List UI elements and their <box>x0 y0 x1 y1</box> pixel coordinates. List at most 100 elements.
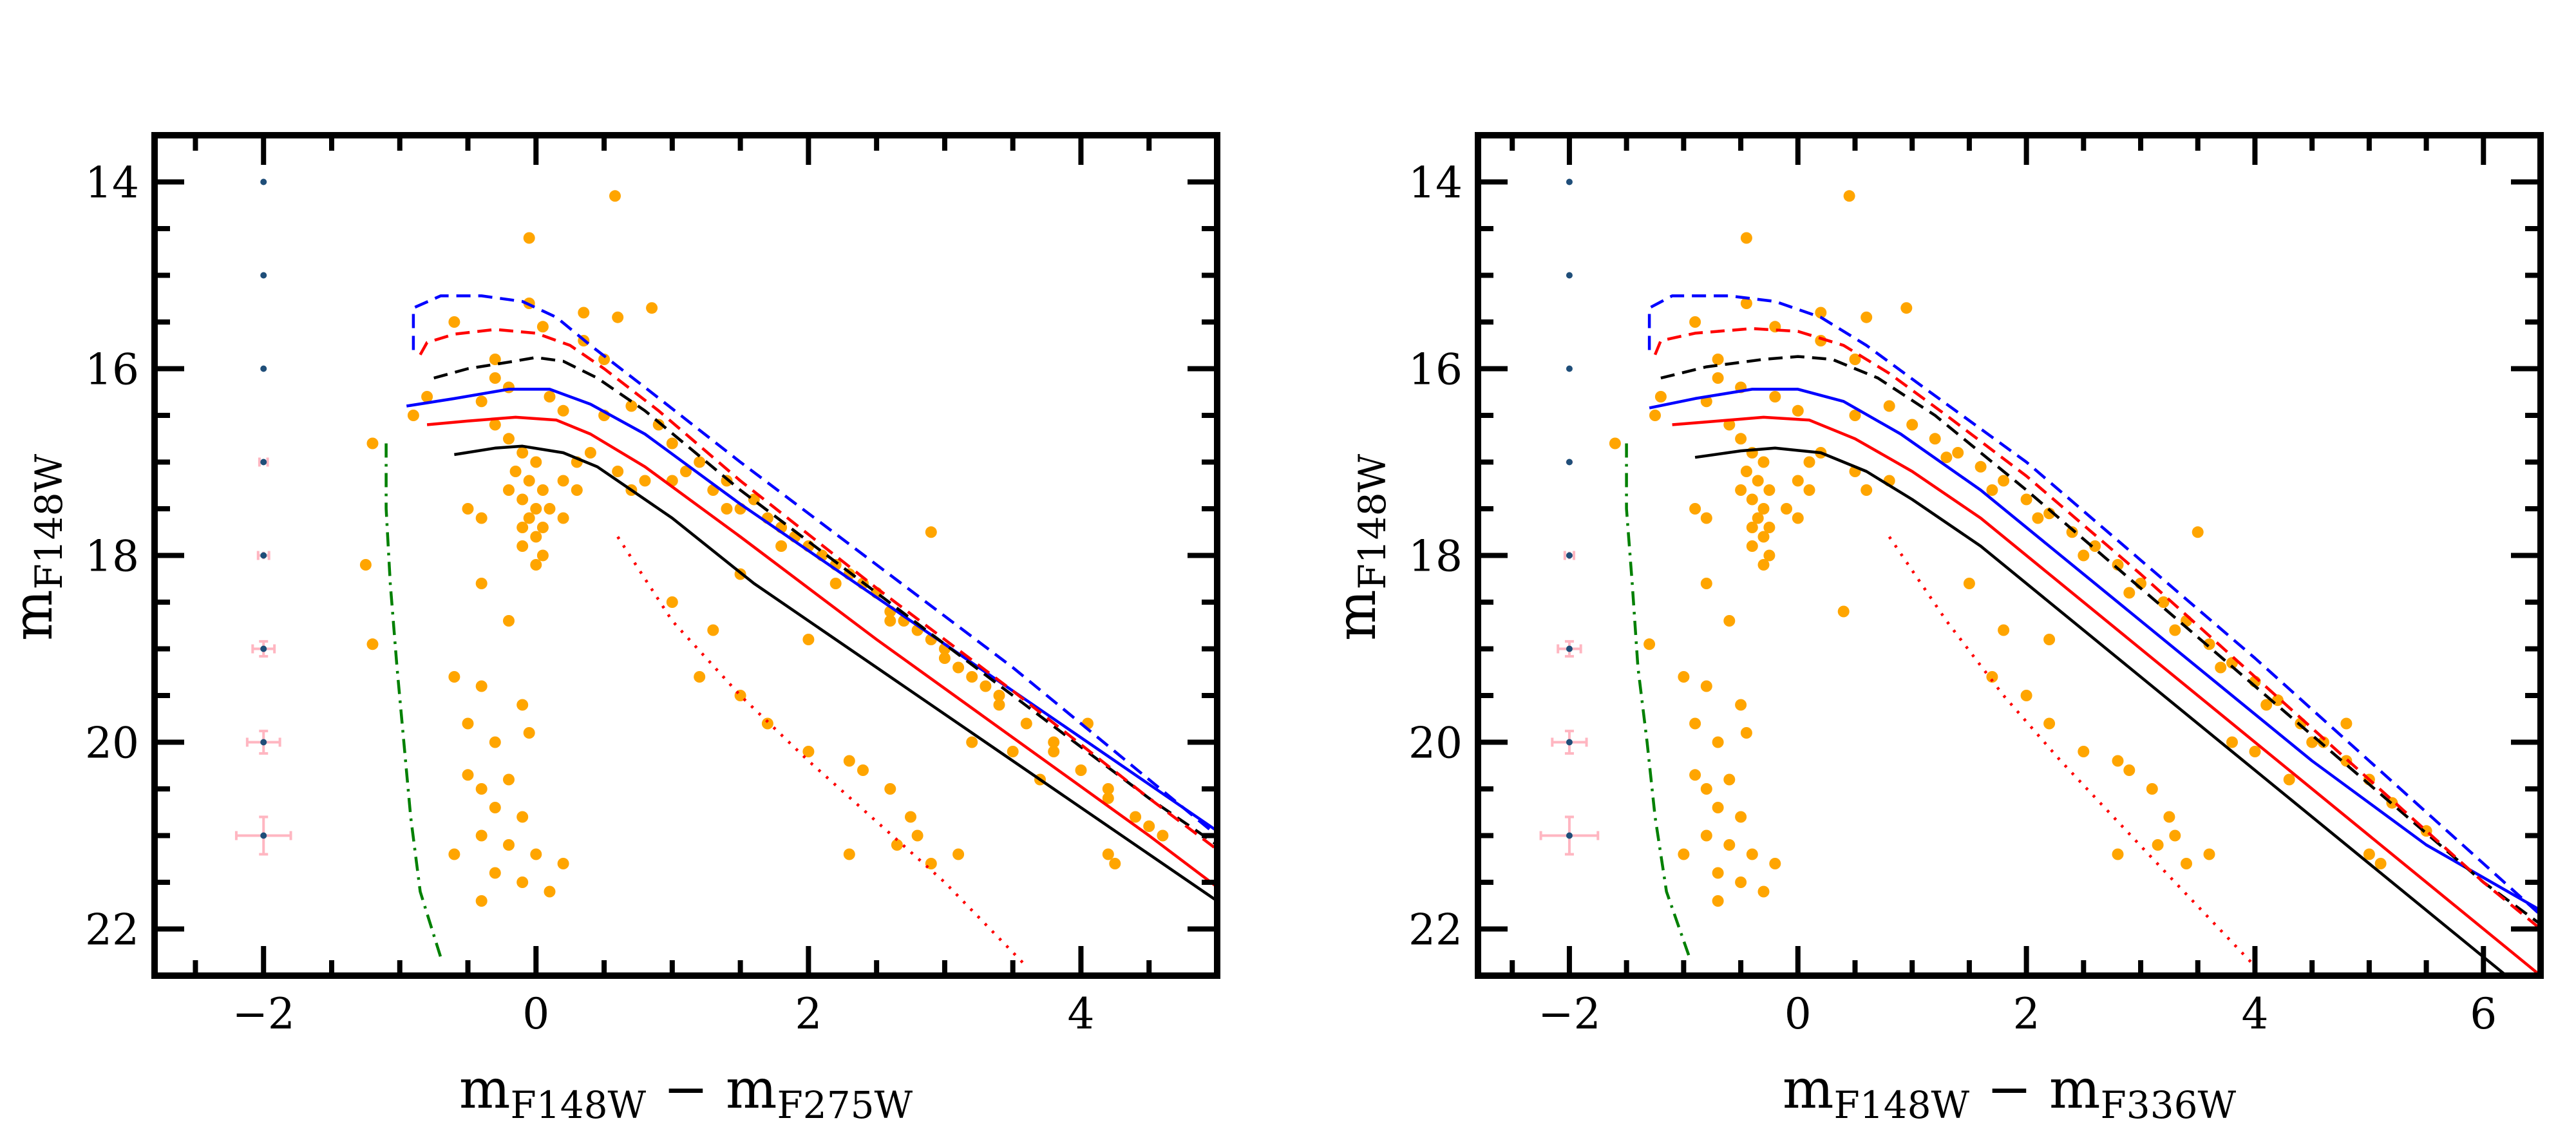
right-errorbar-center <box>1566 739 1573 746</box>
right-star-point <box>1986 484 1998 496</box>
right-star-point <box>2020 493 2032 506</box>
right-star-point <box>1769 391 1781 402</box>
left-star-point <box>612 311 624 323</box>
left-star-point <box>993 699 1005 711</box>
left-star-point <box>366 437 379 450</box>
right-star-point <box>1986 671 1998 683</box>
right-star-point <box>1929 433 1941 445</box>
left-star-point <box>584 447 596 459</box>
left-star-point <box>652 419 665 431</box>
left-curve-track-dashed-red <box>419 328 1217 851</box>
left-star-point <box>516 876 529 888</box>
right-errorbar-center <box>1566 832 1573 839</box>
right-plot-area <box>1539 178 2541 976</box>
right-star-point <box>2078 549 2090 562</box>
left-star-point <box>1102 848 1114 860</box>
right-star-point <box>1975 460 1987 473</box>
left-star-point <box>475 578 488 589</box>
right-star-point <box>2157 596 2170 608</box>
right-star-point <box>1712 867 1724 879</box>
left-star-point <box>448 316 460 328</box>
right-star-point <box>1689 717 1701 730</box>
right-star-point <box>2112 755 2124 767</box>
right-star-point <box>2226 736 2238 748</box>
left-star-point <box>843 755 855 767</box>
right-star-point <box>1763 522 1776 533</box>
left-star-point <box>829 578 842 589</box>
right-star-point <box>1700 829 1712 842</box>
right-star-point <box>1609 437 1621 450</box>
right-star-point <box>1712 895 1724 907</box>
left-xlabel: mF148W − mF275W <box>459 1057 913 1127</box>
left-star-point <box>489 802 501 813</box>
left-star-point <box>1075 764 1087 776</box>
left-star-point <box>905 811 916 823</box>
right-star-point <box>1803 456 1815 468</box>
right-xtick-label: 6 <box>2470 989 2497 1039</box>
right-xtick-label: 4 <box>2241 989 2268 1039</box>
right-star-point <box>1689 316 1701 328</box>
right-axes-frame <box>1475 132 2544 979</box>
left-errorbar-center <box>260 739 267 746</box>
left-star-point <box>475 395 488 408</box>
right-xtick-label: −2 <box>1538 989 1600 1039</box>
left-star-point <box>1007 746 1019 757</box>
right-star-point <box>1757 559 1770 571</box>
left-star-point <box>612 466 624 477</box>
right-star-point <box>1689 769 1701 781</box>
right-star-point <box>2066 526 2078 538</box>
left-star-point <box>462 503 474 515</box>
right-star-point <box>1900 302 1913 314</box>
left-ytick-label: 14 <box>85 158 139 208</box>
right-xlabel-m1: m <box>1783 1057 1834 1121</box>
right-star-point <box>1712 372 1724 384</box>
right-star-point <box>1746 493 1758 506</box>
right-star-point <box>1906 419 1918 431</box>
right-star-point <box>1740 466 1752 477</box>
right-errorbar-center <box>1566 552 1573 559</box>
left-star-point <box>516 699 529 711</box>
left-xlabel-m2: − m <box>646 1057 777 1121</box>
left-star-point <box>557 475 569 487</box>
left-star-point <box>1102 792 1114 804</box>
left-star-point <box>516 811 529 823</box>
left-star-point <box>536 549 549 562</box>
right-xtick-label: 2 <box>2013 989 2040 1039</box>
left-star-point <box>952 661 965 674</box>
left-xtick-label: 4 <box>1067 989 1094 1039</box>
right-star-point <box>1998 475 2010 487</box>
right-star-point <box>2192 526 2204 538</box>
right-star-point <box>1792 475 1804 487</box>
left-star-point <box>1143 820 1155 832</box>
right-star-point <box>1849 410 1861 421</box>
left-star-point <box>761 717 773 730</box>
left-errorbar-center <box>260 832 267 839</box>
right-star-point <box>2020 690 2032 701</box>
left-star-point <box>1048 746 1060 757</box>
right-curve-sequence-dashdot-green <box>1625 443 1691 958</box>
left-star-point <box>1109 858 1121 869</box>
right-star-point <box>2283 773 2295 786</box>
left-star-point <box>536 484 549 496</box>
left-star-point <box>359 559 372 571</box>
right-star-point <box>1654 391 1667 402</box>
left-errorbar-center <box>260 459 267 466</box>
right-star-point <box>1700 783 1712 795</box>
left-star-point <box>530 531 542 543</box>
left-xtick-label: −2 <box>232 989 295 1039</box>
right-star-point <box>1735 484 1747 496</box>
left-xlabel-sub1: F148W <box>511 1083 647 1127</box>
left-star-point <box>544 391 556 402</box>
left-star-point <box>884 783 896 795</box>
left-star-point <box>802 746 815 757</box>
left-star-point <box>557 858 569 869</box>
right-star-point <box>1700 578 1712 589</box>
right-star-point <box>1752 512 1764 524</box>
right-star-point <box>1649 410 1661 421</box>
right-star-point <box>1723 839 1736 851</box>
right-star-point <box>1769 858 1781 869</box>
right-ytick-label: 18 <box>1408 532 1463 582</box>
right-star-point <box>1735 699 1747 711</box>
